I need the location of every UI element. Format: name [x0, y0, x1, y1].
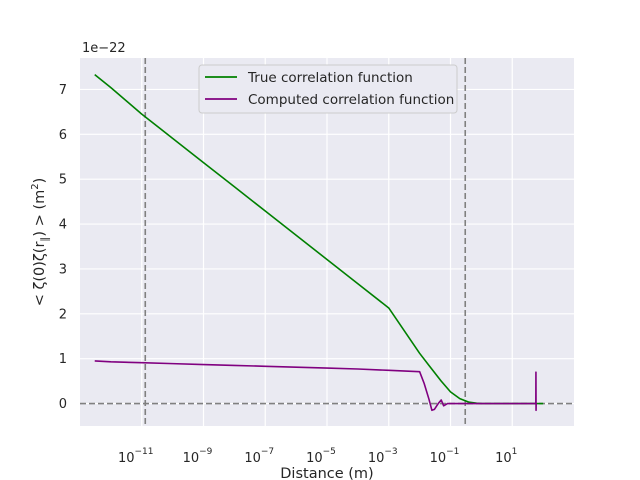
y-axis-label: < ζ(0)ζ(r∥) > (m2): [30, 178, 51, 307]
x-tick-label: 101: [495, 447, 517, 466]
x-tick-label: 10−9: [183, 447, 213, 466]
x-ticks: 10−11 10−9 10−7 10−5 10−3 10−1 101: [118, 447, 517, 466]
y-tick-label: 6: [59, 128, 67, 143]
y-tick-label: 2: [59, 307, 67, 322]
legend-box: [198, 64, 458, 114]
legend-label-computed: Computed correlation function: [248, 92, 454, 108]
y-offset-text: 1e−22: [82, 41, 126, 56]
series-lines: [94, 73, 544, 412]
y-tick-label: 4: [59, 218, 67, 233]
x-tick-label: 10−7: [244, 447, 274, 466]
x-tick-label: 10−1: [430, 447, 460, 466]
x-tick-label: 10−11: [118, 447, 154, 466]
x-tick-label: 10−3: [368, 447, 398, 466]
y-tick-label: 1: [59, 352, 67, 367]
legend: True correlation function Computed corre…: [198, 64, 458, 114]
legend-label-true: True correlation function: [247, 70, 413, 86]
series-line-1: [94, 360, 537, 412]
y-tick-label: 5: [59, 173, 67, 188]
y-tick-label: 0: [59, 397, 67, 412]
y-tick-label: 3: [59, 262, 67, 277]
x-tick-label: 10−5: [306, 447, 336, 466]
y-tick-label: 7: [59, 83, 67, 98]
y-ticks: 0 1 2 3 4 5 6 7: [59, 83, 67, 412]
x-axis-label: Distance (m): [280, 466, 373, 480]
reference-lines: [80, 58, 574, 426]
